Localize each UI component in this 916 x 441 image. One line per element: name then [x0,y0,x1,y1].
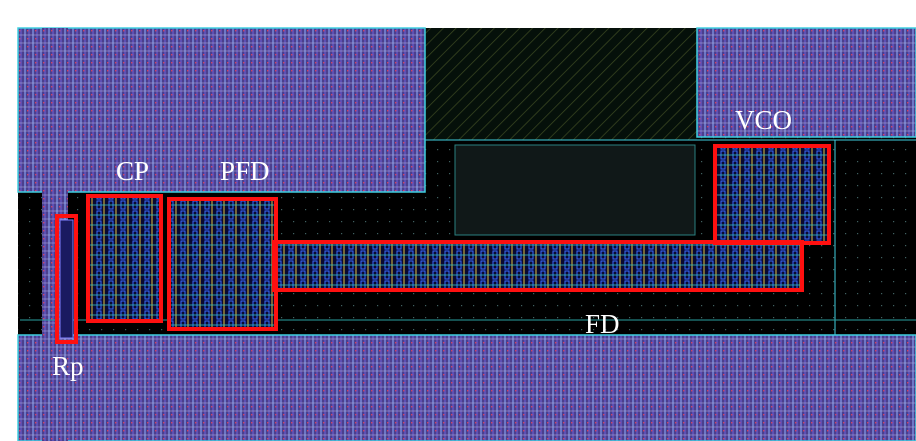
pfd-label: PFD [220,156,270,186]
cp-label: CP [116,156,149,186]
cp-cells [90,198,159,319]
vco-label: VCO [735,105,792,135]
vco-cells [717,148,827,241]
hatched-region [425,28,697,140]
page: Rp CP PFD FD VCO (() => { const data = J… [0,0,916,441]
layout-view: Rp CP PFD FD VCO [0,0,916,441]
bottom-block [18,335,916,441]
pfd-cells [171,201,274,327]
top-right-block [697,28,916,137]
fd-label: FD [585,309,620,339]
fd-cells [276,244,800,288]
fill-region [455,145,695,235]
rp-resistor [60,220,73,338]
rp-label: Rp [52,351,84,381]
